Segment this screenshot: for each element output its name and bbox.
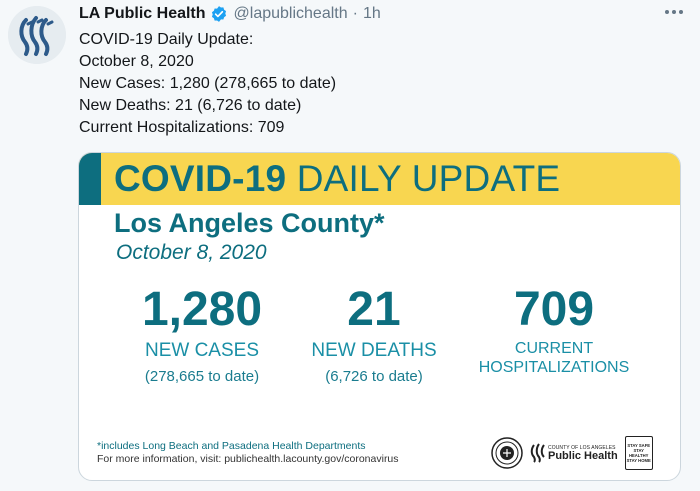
stat-new-cases: 1,280 NEW CASES (278,665 to date) [117, 281, 287, 387]
stat-label-line2: HOSPITALIZATIONS [478, 359, 630, 376]
stat-subtext: (278,665 to date) [144, 368, 260, 385]
more-options-icon[interactable] [662, 3, 686, 21]
tweet-header: LA Public Health @lapublichealth · 1h [79, 4, 381, 24]
badge-line: STAY SAFE [627, 443, 651, 448]
tweet-media-image[interactable]: COVID-19 DAILY UPDATE Los Angeles County… [78, 152, 681, 481]
county-seal-icon [491, 437, 523, 469]
stat-hospitalizations: 709 CURRENT HOSPITALIZATIONS [469, 281, 639, 377]
stat-number: 1,280 [141, 283, 263, 336]
tweet-line: New Deaths: 21 (6,726 to date) [79, 97, 302, 114]
stat-label: NEW CASES [144, 340, 260, 361]
la-public-health-logo-icon [8, 6, 66, 64]
stay-safe-badge: STAY SAFE STAY HEALTHY STAY HOME [624, 436, 653, 470]
stat-label-line1: CURRENT [514, 340, 594, 357]
stat-number: 21 [347, 283, 401, 336]
author-name[interactable]: LA Public Health [79, 5, 206, 22]
update-date: October 8, 2020 [116, 241, 267, 264]
banner-stripe [79, 153, 101, 205]
stat-new-deaths: 21 NEW DEATHS (6,726 to date) [301, 281, 447, 387]
badge-line: STAY HEALTHY [628, 448, 649, 458]
info-text: For more information, visit: publichealt… [97, 453, 399, 465]
verified-badge-icon [210, 5, 228, 23]
stat-number: 709 [513, 283, 595, 336]
badge-line: STAY HOME [626, 458, 651, 463]
author-handle[interactable]: @lapublichealth [233, 5, 348, 22]
logo-county-text: COUNTY OF LOS ANGELES [548, 444, 616, 451]
stat-subtext: (6,726 to date) [325, 368, 423, 385]
county-name: Los Angeles County* [114, 208, 385, 238]
separator-dot: · [352, 5, 358, 22]
author-avatar[interactable] [8, 6, 66, 64]
banner-title: COVID-19 DAILY UPDATE [114, 157, 560, 201]
tweet-text: COVID-19 Daily Update: October 8, 2020 N… [79, 29, 659, 139]
public-health-mark-icon [530, 443, 545, 463]
update-banner: COVID-19 DAILY UPDATE [79, 153, 680, 205]
footnote-text: *includes Long Beach and Pasadena Health… [97, 440, 366, 452]
banner-title-rest: DAILY UPDATE [296, 158, 561, 199]
tweet-line: October 8, 2020 [79, 53, 194, 70]
tweet-line: COVID-19 Daily Update: [79, 31, 254, 48]
public-health-logo: COUNTY OF LOS ANGELES Public Health [530, 443, 618, 463]
banner-title-bold: COVID-19 [114, 158, 287, 199]
tweet-line: Current Hospitalizations: 709 [79, 119, 285, 136]
card-footnote: *includes Long Beach and Pasadena Health… [97, 440, 399, 466]
tweet-timestamp[interactable]: 1h [362, 5, 381, 22]
card-logos: COUNTY OF LOS ANGELES Public Health STAY… [491, 433, 661, 473]
logo-public-health-text: Public Health [548, 449, 618, 462]
stat-label: NEW DEATHS [311, 340, 437, 361]
tweet-line: New Cases: 1,280 (278,665 to date) [79, 75, 337, 92]
